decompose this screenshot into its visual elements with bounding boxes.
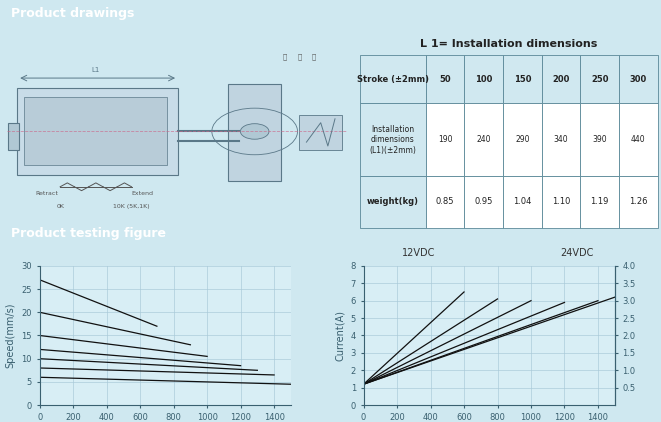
FancyBboxPatch shape xyxy=(464,55,503,103)
FancyBboxPatch shape xyxy=(503,176,542,228)
FancyBboxPatch shape xyxy=(360,55,426,103)
Text: weight(kg): weight(kg) xyxy=(367,197,419,206)
Y-axis label: Speed(mm/s): Speed(mm/s) xyxy=(6,303,16,368)
FancyBboxPatch shape xyxy=(580,103,619,176)
Text: 12VDC: 12VDC xyxy=(402,248,436,258)
Bar xyxy=(9,123,19,150)
Text: 温: 温 xyxy=(297,54,301,60)
FancyBboxPatch shape xyxy=(542,55,580,103)
Text: Product testing figure: Product testing figure xyxy=(11,227,166,240)
Circle shape xyxy=(241,124,269,139)
FancyBboxPatch shape xyxy=(464,176,503,228)
FancyBboxPatch shape xyxy=(360,103,426,176)
Text: 白: 白 xyxy=(283,54,287,60)
Text: 0.85: 0.85 xyxy=(436,197,454,206)
FancyBboxPatch shape xyxy=(503,103,542,176)
Text: Product drawings: Product drawings xyxy=(11,7,135,20)
FancyBboxPatch shape xyxy=(619,176,658,228)
Text: 0K: 0K xyxy=(56,204,64,209)
Text: 290: 290 xyxy=(515,135,529,144)
FancyBboxPatch shape xyxy=(464,103,503,176)
Text: 1.19: 1.19 xyxy=(590,197,609,206)
Text: 1.10: 1.10 xyxy=(552,197,570,206)
FancyBboxPatch shape xyxy=(580,176,619,228)
Text: L1: L1 xyxy=(92,67,100,73)
FancyBboxPatch shape xyxy=(619,103,658,176)
FancyBboxPatch shape xyxy=(580,55,619,103)
Y-axis label: Current(A): Current(A) xyxy=(335,310,345,361)
FancyBboxPatch shape xyxy=(619,55,658,103)
Text: 1.04: 1.04 xyxy=(513,197,531,206)
Text: 250: 250 xyxy=(591,75,608,84)
Text: 黑: 黑 xyxy=(311,54,316,60)
Text: Retract: Retract xyxy=(35,191,58,195)
Text: 24VDC: 24VDC xyxy=(561,248,594,258)
FancyBboxPatch shape xyxy=(503,55,542,103)
FancyBboxPatch shape xyxy=(542,103,580,176)
Text: Extend: Extend xyxy=(132,191,153,195)
Text: 440: 440 xyxy=(631,135,646,144)
Text: Stroke (±2mm): Stroke (±2mm) xyxy=(357,75,429,84)
Bar xyxy=(24,97,167,165)
Bar xyxy=(228,84,282,181)
Text: L 1= Installation dimensions: L 1= Installation dimensions xyxy=(420,39,598,49)
FancyBboxPatch shape xyxy=(542,176,580,228)
Text: 100: 100 xyxy=(475,75,492,84)
Text: 340: 340 xyxy=(554,135,568,144)
Bar xyxy=(299,115,342,150)
Text: 300: 300 xyxy=(630,75,647,84)
FancyBboxPatch shape xyxy=(426,55,464,103)
Bar xyxy=(17,88,178,175)
Text: 0.95: 0.95 xyxy=(475,197,493,206)
Text: 240: 240 xyxy=(477,135,491,144)
Text: 1.26: 1.26 xyxy=(629,197,648,206)
Text: 150: 150 xyxy=(514,75,531,84)
FancyBboxPatch shape xyxy=(426,103,464,176)
Text: Installation
dimensions
(L1)(±2mm): Installation dimensions (L1)(±2mm) xyxy=(369,125,416,154)
Text: 190: 190 xyxy=(438,135,452,144)
FancyBboxPatch shape xyxy=(360,176,426,228)
Text: 390: 390 xyxy=(592,135,607,144)
Text: 200: 200 xyxy=(553,75,570,84)
Text: 10K (5K,1K): 10K (5K,1K) xyxy=(113,204,150,209)
Text: 50: 50 xyxy=(439,75,451,84)
FancyBboxPatch shape xyxy=(426,176,464,228)
